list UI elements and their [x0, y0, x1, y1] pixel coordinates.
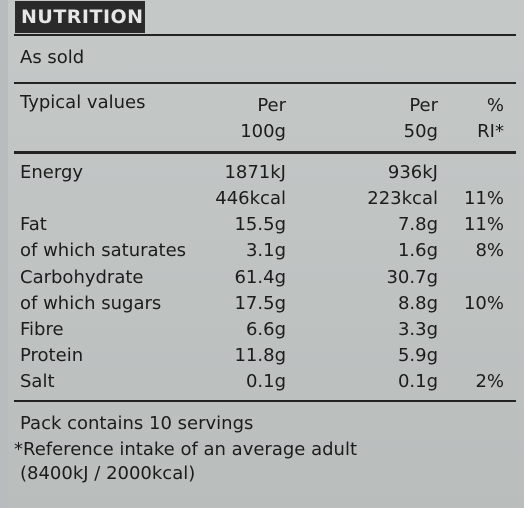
row-perserving: 8.8g [397, 293, 438, 314]
row-per100: 3.1g [245, 240, 286, 261]
column-label-header: Typical values [20, 92, 146, 113]
ri-header-line2: RI* [477, 121, 504, 142]
per100-header-line2: 100g [240, 121, 286, 142]
row-per100: 11.8g [234, 345, 286, 366]
row-ri: 10% [463, 293, 504, 314]
perserving-header-line1: Per [409, 95, 438, 116]
row-perserving: 7.8g [397, 214, 438, 235]
row-label: Protein [20, 345, 84, 366]
row-label: Carbohydrate [20, 267, 144, 288]
row-label: Fibre [20, 319, 64, 340]
row-perserving: 223kcal [367, 188, 438, 209]
basis-text: As sold [20, 47, 85, 68]
row-label: of which sugars [20, 293, 162, 314]
row-per100: 61.4g [234, 267, 286, 288]
row-label: Energy [20, 162, 84, 183]
ri-header-line1: % [486, 95, 504, 116]
basis-rule [14, 82, 516, 84]
row-perserving: 3.3g [397, 319, 438, 340]
row-label: Salt [20, 371, 55, 392]
row-per100: 15.5g [234, 214, 286, 235]
row-per100: 6.6g [245, 319, 286, 340]
header-rule [14, 34, 516, 36]
row-ri: 11% [463, 214, 504, 235]
row-perserving: 1.6g [397, 240, 438, 261]
row-ri: 8% [475, 240, 504, 261]
row-perserving: 0.1g [397, 371, 438, 392]
row-label: Fat [20, 214, 47, 235]
per100-header-line1: Per [257, 95, 286, 116]
nutrition-label-panel [8, 0, 524, 508]
table-bottom-rule [14, 400, 516, 402]
row-label: of which saturates [20, 240, 187, 261]
row-per100: 1871kJ [224, 162, 286, 183]
row-ri: 11% [463, 188, 504, 209]
perserving-header-line2: 50g [403, 121, 438, 142]
nutrition-header: NUTRITION [15, 1, 145, 33]
row-perserving: 5.9g [397, 345, 438, 366]
row-perserving: 936kJ [387, 162, 438, 183]
row-per100: 446kcal [215, 188, 286, 209]
row-per100: 0.1g [245, 371, 286, 392]
row-perserving: 30.7g [386, 267, 438, 288]
reference-note-line1: *Reference intake of an average adult [14, 439, 358, 460]
row-ri: 2% [475, 371, 504, 392]
columns-rule [14, 151, 516, 154]
reference-note-line2: (8400kJ / 2000kcal) [20, 463, 196, 484]
servings-note: Pack contains 10 servings [20, 413, 254, 434]
row-per100: 17.5g [234, 293, 286, 314]
